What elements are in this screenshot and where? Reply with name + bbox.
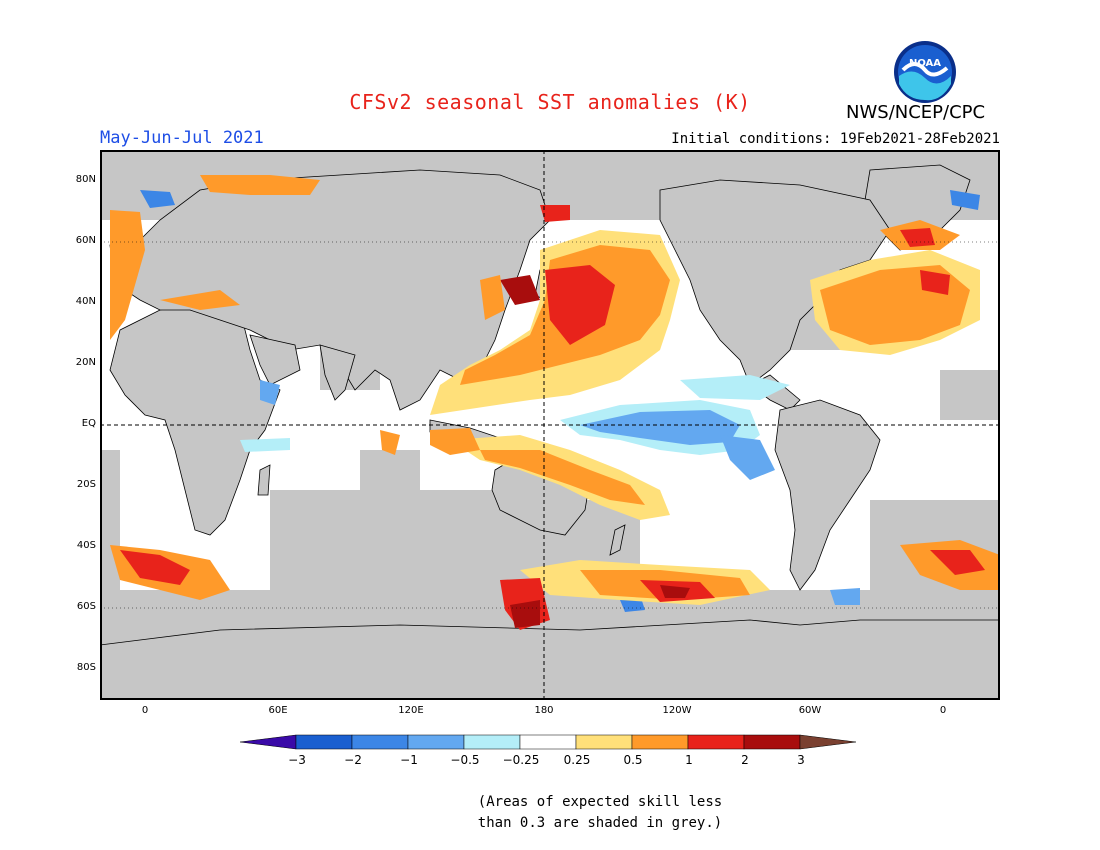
colorbar-arrow-high: [799, 734, 857, 750]
sst-anomaly-map: [100, 150, 1000, 700]
colorbar-tick: −0.5: [450, 753, 480, 767]
lon-label: 0: [939, 705, 947, 716]
lon-label: 60W: [798, 705, 822, 716]
lon-label: 120W: [662, 705, 692, 716]
lat-label: 40N: [75, 296, 96, 307]
lon-label: 120E: [398, 705, 424, 716]
lat-label: EQ: [81, 418, 96, 429]
colorbar-tick: 3: [797, 753, 805, 767]
map-frame: [100, 150, 1000, 700]
lat-label: 60N: [75, 235, 96, 246]
colorbar-tick: −0.25: [502, 753, 540, 767]
lat-label: 40S: [76, 540, 96, 551]
lat-label: 80N: [75, 174, 96, 185]
noaa-logo-text: NOAA: [909, 58, 941, 69]
colorbar-cell: [575, 734, 633, 750]
colorbar-tick: 0.25: [563, 753, 591, 767]
lat-label: 80S: [76, 662, 96, 673]
colorbar-cell: [463, 734, 521, 750]
colorbar-cell: [631, 734, 689, 750]
initial-conditions-label: Initial conditions: 19Feb2021-28Feb2021: [671, 131, 1000, 147]
colorbar-tick: −3: [288, 753, 306, 767]
chart-title: CFSv2 seasonal SST anomalies (K): [349, 90, 751, 114]
season-label: May-Jun-Jul 2021: [100, 128, 264, 148]
colorbar-tick: −2: [344, 753, 362, 767]
lon-label: 60E: [268, 705, 288, 716]
lat-label: 20N: [75, 357, 96, 368]
lon-label: 180: [534, 705, 554, 716]
agency-label: NWS/NCEP/CPC: [846, 102, 986, 123]
noaa-logo: NOAA: [894, 41, 956, 103]
colorbar-tick: 1: [685, 753, 693, 767]
colorbar-cell: [295, 734, 353, 750]
colorbar-cell: [407, 734, 465, 750]
colorbar-cell: [351, 734, 409, 750]
colorbar-tick: 2: [741, 753, 749, 767]
skill-note: (Areas of expected skill less than 0.3 a…: [477, 794, 723, 831]
lat-label: 20S: [76, 479, 96, 490]
colorbar-cell: [743, 734, 801, 750]
colorbar-tick: 0.5: [623, 753, 643, 767]
colorbar-cell: [687, 734, 745, 750]
lat-label: 60S: [76, 601, 96, 612]
colorbar-tick: −1: [400, 753, 418, 767]
colorbar-arrow-low: [240, 734, 297, 750]
colorbar: [240, 734, 857, 750]
positive-anomaly-regions: [110, 175, 1000, 630]
lon-label: 0: [141, 705, 149, 716]
colorbar-cell: [519, 734, 577, 750]
